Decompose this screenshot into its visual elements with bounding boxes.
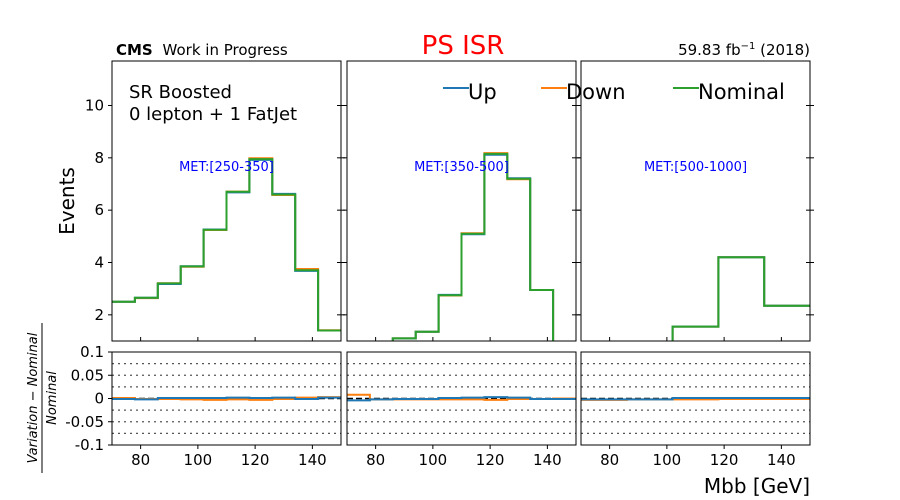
panel-1: 2 4 6 8 10 MET:[250-350] 0.1 0.05 0 -0.05 -0.1 80 10…: [65, 60, 345, 469]
x-tick-label: 100: [419, 451, 448, 469]
series-nominal-line: [112, 158, 341, 332]
x-tick-label: 120: [241, 451, 270, 469]
ratio-up-line: [112, 396, 341, 401]
luminosity-label: 59.83 fb−1 (2018): [678, 41, 810, 59]
x-tick-label: 100: [653, 451, 682, 469]
luminosity-value: 59.83 fb: [678, 41, 741, 59]
panel-3: MET:[500-1000] 80 100 120 140: [577, 60, 814, 469]
ratio-up-line: [347, 396, 576, 402]
ratio-tick-label: 0.05: [71, 366, 104, 384]
luminosity-year: (2018): [755, 41, 810, 59]
ratio-lines: [112, 396, 341, 401]
histograms: [112, 157, 341, 332]
ratio-y-label-denominator: Nominal: [45, 371, 60, 425]
series-down-line: [671, 256, 810, 341]
y-tick-label: 8: [94, 149, 104, 167]
main-panel-frame: [346, 60, 577, 342]
x-tick-label: 80: [131, 451, 150, 469]
x-tick-label: 140: [533, 451, 562, 469]
ratio-y-label-numerator: Variation − Nominal: [26, 332, 41, 463]
y-tick-label: 2: [94, 306, 104, 324]
y-axis-label: Events: [55, 167, 79, 235]
histograms: [671, 256, 810, 341]
legend: Up Down Nominal: [443, 80, 785, 104]
ratio-tick-label: -0.1: [75, 436, 104, 454]
x-axis-label: Mbb [GeV]: [704, 474, 810, 498]
ratio-tick-label: 0: [94, 390, 104, 408]
ratio-tick-label: 0.1: [80, 343, 104, 361]
plot-title: PS ISR: [422, 31, 505, 61]
cms-text: CMS: [116, 41, 153, 59]
y-tick-label: 4: [94, 253, 104, 271]
work-in-progress-text: Work in Progress: [163, 41, 288, 59]
series-down-line: [112, 157, 341, 332]
series-nominal-line: [671, 256, 810, 341]
x-tick-label: 140: [298, 451, 327, 469]
region-label: SR Boosted: [129, 82, 232, 103]
series-up-line: [112, 158, 341, 332]
series-up-line: [671, 256, 810, 341]
main-panel-2: MET:[350-500]: [343, 60, 580, 342]
main-panel-frame: [111, 60, 342, 342]
ratio-panel-2: 80 100 120 140: [346, 351, 577, 469]
legend-label-nominal: Nominal: [698, 80, 785, 104]
ratio-lines: [581, 397, 810, 401]
selection-label: 0 lepton + 1 FatJet: [129, 104, 297, 125]
legend-label-up: Up: [468, 80, 497, 104]
y-tick-label: 6: [94, 201, 104, 219]
luminosity-exponent: −1: [741, 41, 756, 52]
panel-2: MET:[350-500] 80 100 120 140: [343, 60, 580, 469]
x-tick-label: 120: [710, 451, 739, 469]
ratio-panel-frame: [346, 351, 577, 446]
main-panel-1: 2 4 6 8 10 MET:[250-350]: [85, 60, 345, 342]
ratio-panel-3: 80 100 120 140: [580, 351, 811, 469]
panels: 2 4 6 8 10 MET:[250-350] 0.1 0.05 0 -0.05 -0.1 80 10…: [65, 60, 814, 469]
series-nominal-line: [391, 152, 555, 341]
x-tick-label: 100: [184, 451, 213, 469]
ratio-y-axis-label: Variation − Nominal Nominal: [26, 323, 60, 473]
ratio-tick-label: -0.05: [65, 413, 104, 431]
panel-met-label: MET:[500-1000]: [644, 160, 747, 175]
ratio-panel-1: 0.1 0.05 0 -0.05 -0.1 80 100 120 140: [65, 343, 342, 469]
y-tick-label: 10: [85, 96, 104, 114]
x-tick-label: 120: [476, 451, 505, 469]
x-tick-label: 80: [366, 451, 385, 469]
ratio-panel-frame: [580, 351, 811, 446]
legend-label-down: Down: [566, 80, 626, 104]
histograms: [391, 152, 555, 341]
x-tick-label: 140: [767, 451, 796, 469]
main-panel-frame: [580, 60, 811, 342]
ratio-up-line: [581, 397, 810, 401]
ratio-lines: [347, 393, 576, 402]
main-panel-3: MET:[500-1000]: [577, 60, 814, 342]
panel-met-label: MET:[350-500]: [414, 160, 509, 175]
cms-label: CMS Work in Progress: [116, 41, 288, 59]
panel-met-label: MET:[250-350]: [179, 160, 274, 175]
x-tick-label: 80: [600, 451, 619, 469]
